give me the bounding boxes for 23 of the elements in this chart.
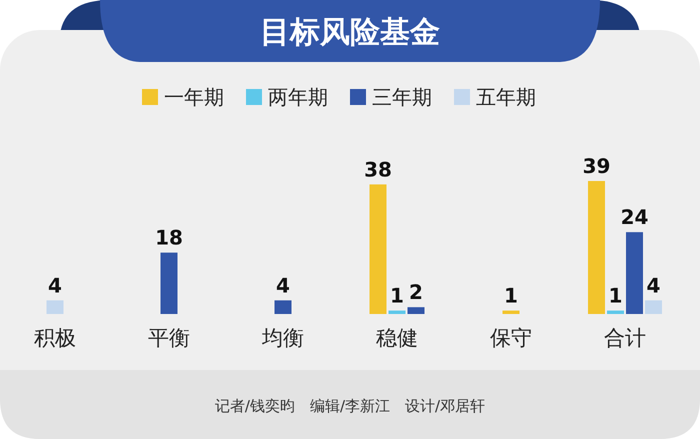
data-label: 4 <box>276 273 290 298</box>
x-tick-label: 保守 <box>490 326 532 350</box>
legend-label: 两年期 <box>268 85 328 109</box>
x-tick-label: 平衡 <box>148 326 190 350</box>
data-label: 2 <box>409 280 423 304</box>
x-tick-label: 稳健 <box>376 326 418 350</box>
x-tick-label: 合计 <box>604 326 646 350</box>
legend-label: 三年期 <box>372 85 432 109</box>
data-label: 1 <box>390 284 404 308</box>
data-label: 18 <box>155 226 183 250</box>
data-label: 4 <box>646 273 660 298</box>
data-label: 4 <box>48 273 62 298</box>
text: 记者/钱奕昀 编辑/李新江 设计/邓居轩 <box>214 397 486 415</box>
data-label: 24 <box>620 205 648 230</box>
legend-label: 一年期 <box>164 85 224 109</box>
data-label: 1 <box>608 284 622 308</box>
x-tick-label: 均衡 <box>261 326 304 350</box>
data-label: 1 <box>504 284 518 308</box>
data-label: 39 <box>582 154 610 178</box>
legend-label: 五年期 <box>476 85 536 109</box>
chart-title: 目标风险基金 <box>260 15 440 50</box>
data-label: 38 <box>364 157 392 182</box>
x-tick-label: 积极 <box>34 326 76 350</box>
